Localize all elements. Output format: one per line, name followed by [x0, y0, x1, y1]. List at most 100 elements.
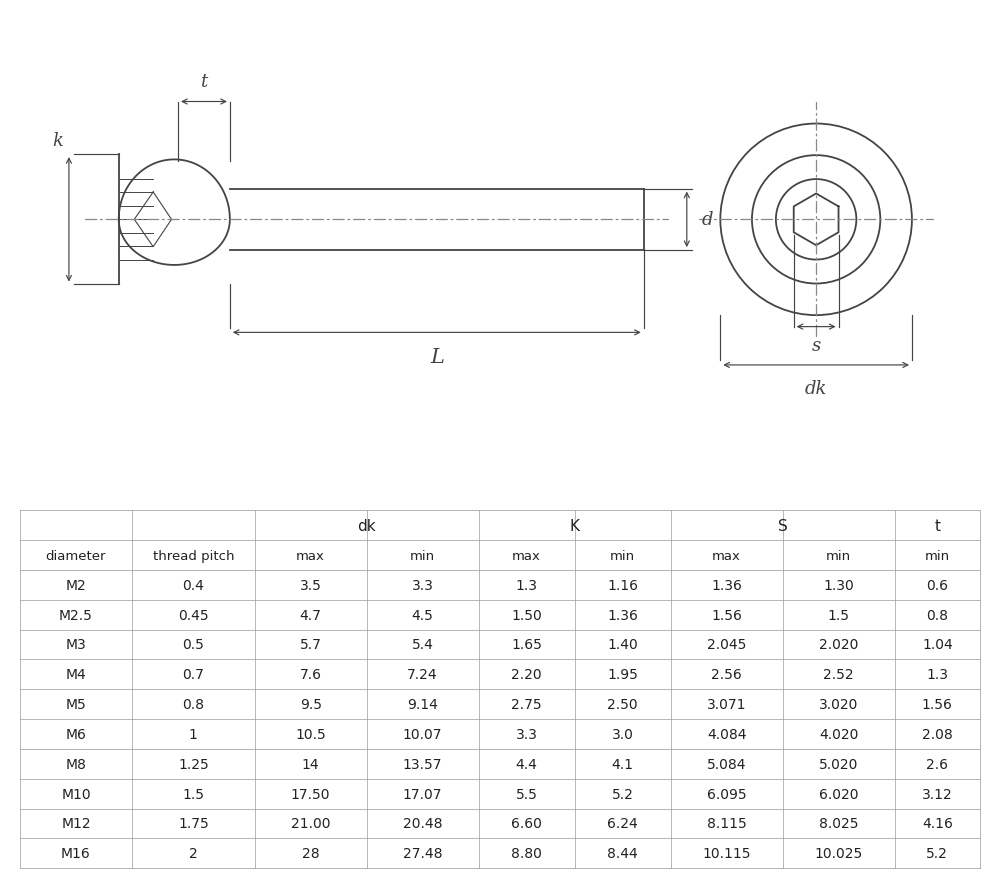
Text: 3.020: 3.020 — [819, 697, 858, 711]
Text: 1.5: 1.5 — [828, 608, 850, 622]
Text: 4.16: 4.16 — [922, 817, 953, 830]
Text: 4.084: 4.084 — [707, 727, 746, 741]
Text: 1.3: 1.3 — [926, 667, 948, 681]
Text: thread pitch: thread pitch — [153, 549, 234, 562]
Text: 0.8: 0.8 — [182, 697, 204, 711]
Text: 1: 1 — [189, 727, 198, 741]
Text: 1.3: 1.3 — [516, 579, 538, 592]
Text: M3: M3 — [66, 638, 86, 652]
Text: 6.095: 6.095 — [707, 787, 746, 801]
Text: 8.80: 8.80 — [511, 846, 542, 860]
Text: 1.36: 1.36 — [711, 579, 742, 592]
Text: max: max — [512, 549, 541, 562]
Text: 10.07: 10.07 — [403, 727, 442, 741]
Text: M5: M5 — [66, 697, 86, 711]
Text: 1.36: 1.36 — [607, 608, 638, 622]
Text: 8.44: 8.44 — [607, 846, 638, 860]
Text: 2.020: 2.020 — [819, 638, 858, 652]
Text: 1.65: 1.65 — [511, 638, 542, 652]
Text: 2.52: 2.52 — [823, 667, 854, 681]
Text: 5.084: 5.084 — [707, 757, 746, 771]
Text: k: k — [52, 132, 63, 151]
Text: 1.16: 1.16 — [607, 579, 638, 592]
Text: 4.4: 4.4 — [516, 757, 538, 771]
Text: 2.08: 2.08 — [922, 727, 953, 741]
Text: 3.3: 3.3 — [412, 579, 434, 592]
Text: 2.20: 2.20 — [511, 667, 542, 681]
Text: 1.40: 1.40 — [607, 638, 638, 652]
Text: K: K — [570, 518, 580, 533]
Text: 13.57: 13.57 — [403, 757, 442, 771]
Text: 6.020: 6.020 — [819, 787, 858, 801]
Text: 4.7: 4.7 — [300, 608, 322, 622]
Text: 9.5: 9.5 — [300, 697, 322, 711]
Text: 9.14: 9.14 — [407, 697, 438, 711]
Text: 10.025: 10.025 — [815, 846, 863, 860]
Text: 1.50: 1.50 — [511, 608, 542, 622]
Text: 1.25: 1.25 — [178, 757, 209, 771]
Text: 5.020: 5.020 — [819, 757, 858, 771]
Text: S: S — [778, 518, 788, 533]
Text: dk: dk — [805, 380, 827, 398]
Text: d: d — [701, 211, 713, 229]
Text: M8: M8 — [66, 757, 86, 771]
Text: 5.4: 5.4 — [412, 638, 434, 652]
Text: M10: M10 — [61, 787, 91, 801]
Text: 10.115: 10.115 — [702, 846, 751, 860]
Text: M6: M6 — [66, 727, 86, 741]
Text: 28: 28 — [302, 846, 319, 860]
Text: 2.045: 2.045 — [707, 638, 746, 652]
Text: M2.5: M2.5 — [59, 608, 93, 622]
Text: 4.020: 4.020 — [819, 727, 858, 741]
Text: 7.6: 7.6 — [300, 667, 322, 681]
Text: 3.5: 3.5 — [300, 579, 322, 592]
Text: 5.2: 5.2 — [926, 846, 948, 860]
Text: 8.115: 8.115 — [707, 817, 747, 830]
Text: 5.7: 5.7 — [300, 638, 322, 652]
Text: 17.07: 17.07 — [403, 787, 442, 801]
Text: 5.2: 5.2 — [612, 787, 634, 801]
Text: 0.45: 0.45 — [178, 608, 209, 622]
Text: 3.0: 3.0 — [612, 727, 634, 741]
Text: min: min — [826, 549, 851, 562]
Text: 3.071: 3.071 — [707, 697, 746, 711]
Text: M2: M2 — [66, 579, 86, 592]
Text: 6.60: 6.60 — [511, 817, 542, 830]
Text: 0.8: 0.8 — [926, 608, 948, 622]
Text: min: min — [410, 549, 435, 562]
Text: 3.12: 3.12 — [922, 787, 953, 801]
Text: 20.48: 20.48 — [403, 817, 442, 830]
Text: 1.56: 1.56 — [711, 608, 742, 622]
Text: 5.5: 5.5 — [516, 787, 538, 801]
Text: 1.95: 1.95 — [607, 667, 638, 681]
Text: 10.5: 10.5 — [295, 727, 326, 741]
Text: max: max — [712, 549, 741, 562]
Text: 0.4: 0.4 — [182, 579, 204, 592]
Text: 0.7: 0.7 — [182, 667, 204, 681]
Text: 0.5: 0.5 — [182, 638, 204, 652]
Text: 4.1: 4.1 — [612, 757, 634, 771]
Text: 7.24: 7.24 — [407, 667, 438, 681]
Text: 2.75: 2.75 — [511, 697, 542, 711]
Text: L: L — [430, 347, 444, 366]
Text: dk: dk — [357, 518, 376, 533]
Text: 3.3: 3.3 — [516, 727, 538, 741]
Text: t: t — [934, 518, 940, 533]
Text: 1.5: 1.5 — [182, 787, 204, 801]
Text: M4: M4 — [66, 667, 86, 681]
Text: min: min — [925, 549, 950, 562]
Text: min: min — [610, 549, 635, 562]
Text: 6.24: 6.24 — [607, 817, 638, 830]
Text: M12: M12 — [61, 817, 91, 830]
Text: 17.50: 17.50 — [291, 787, 330, 801]
Text: s: s — [812, 337, 821, 354]
Text: 21.00: 21.00 — [291, 817, 330, 830]
Text: 0.6: 0.6 — [926, 579, 948, 592]
Text: t: t — [200, 73, 208, 91]
Text: 27.48: 27.48 — [403, 846, 442, 860]
Text: 2: 2 — [189, 846, 198, 860]
Text: 2.56: 2.56 — [711, 667, 742, 681]
Text: 1.56: 1.56 — [922, 697, 953, 711]
Text: 4.5: 4.5 — [412, 608, 434, 622]
Text: 1.75: 1.75 — [178, 817, 209, 830]
